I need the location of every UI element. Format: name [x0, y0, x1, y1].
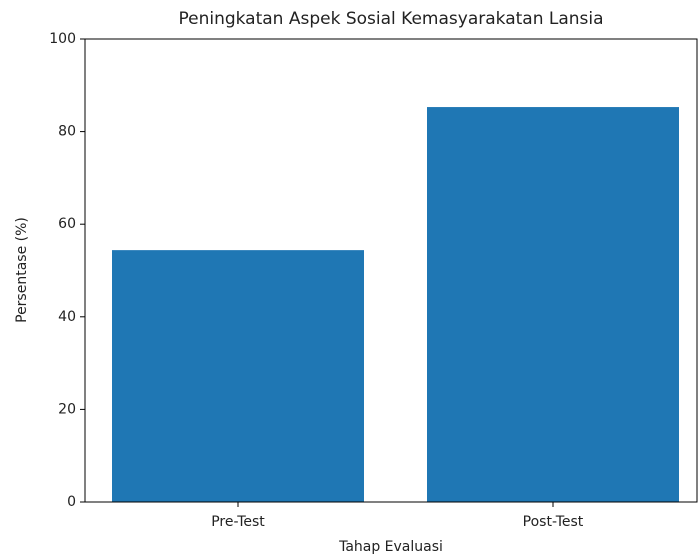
y-tick-label: 40: [58, 309, 76, 325]
y-tick-label: 100: [49, 31, 76, 47]
plot-frame: [84, 38, 698, 503]
y-axis-label: Persentase (%): [14, 217, 30, 323]
bar: [112, 250, 364, 502]
bar: [427, 107, 679, 502]
chart-title: Peningkatan Aspek Sosial Kemasyarakatan …: [178, 9, 603, 29]
y-tick-label: 20: [58, 401, 76, 417]
x-axis-label: Tahap Evaluasi: [338, 539, 443, 555]
x-tick-label: Post-Test: [523, 514, 584, 530]
y-tick-label: 80: [58, 124, 76, 140]
y-tick-label: 0: [67, 494, 76, 510]
y-tick-label: 60: [58, 216, 76, 232]
x-tick-label: Pre-Test: [211, 514, 265, 530]
